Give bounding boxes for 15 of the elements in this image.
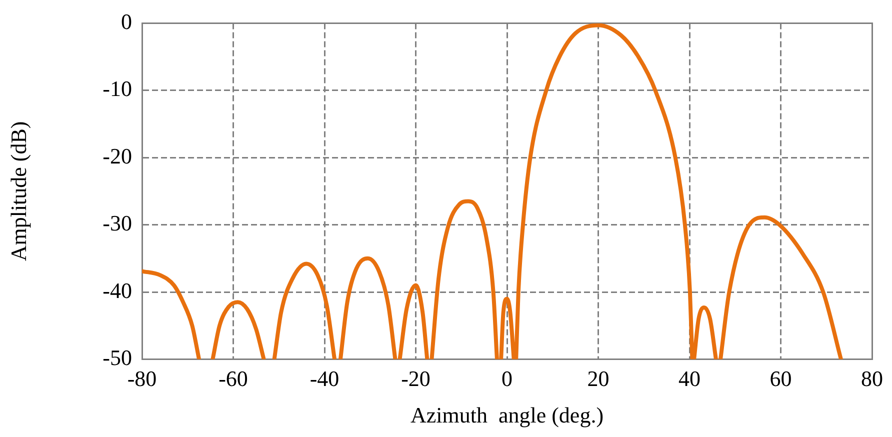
x-tick-label: 0 [502, 366, 512, 392]
x-tick-label: 20 [587, 366, 610, 392]
x-tick-label: 60 [770, 366, 792, 392]
x-tick-label: 40 [678, 366, 700, 392]
y-tick-label: 0 [121, 8, 132, 34]
y-tick-label: -20 [102, 143, 132, 168]
y-tick-label: -10 [102, 76, 132, 102]
y-tick-label: -40 [102, 278, 132, 303]
y-axis-title: Amplitude (dB) [6, 121, 31, 262]
x-tick-label: 80 [861, 366, 883, 392]
x-tick-label: -60 [218, 366, 248, 392]
x-tick-label: -40 [310, 366, 340, 392]
y-tick-label: -30 [102, 210, 132, 236]
x-axis-title: Azimuth angle (deg.) [410, 402, 604, 428]
x-tick-label: -20 [401, 366, 430, 392]
